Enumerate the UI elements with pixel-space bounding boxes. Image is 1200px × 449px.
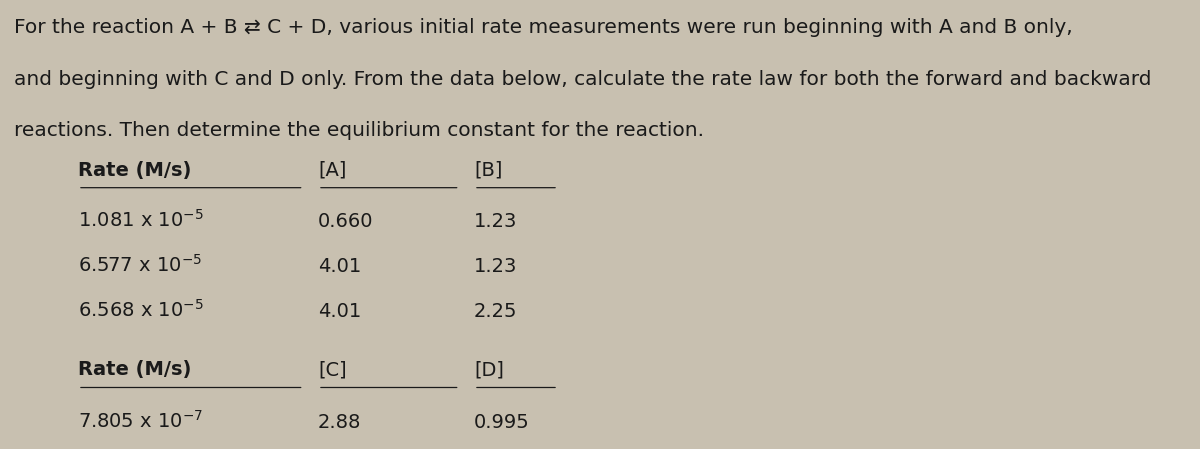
Text: and beginning with C and D only. From the data below, calculate the rate law for: and beginning with C and D only. From th… xyxy=(14,70,1152,88)
Text: 1.23: 1.23 xyxy=(474,257,517,276)
Text: 6.568 x 10$^{-5}$: 6.568 x 10$^{-5}$ xyxy=(78,299,204,321)
Text: Rate (M/s): Rate (M/s) xyxy=(78,161,191,180)
Text: 1.081 x 10$^{-5}$: 1.081 x 10$^{-5}$ xyxy=(78,209,204,231)
Text: For the reaction A + B ⇄ C + D, various initial rate measurements were run begin: For the reaction A + B ⇄ C + D, various … xyxy=(14,18,1073,37)
Text: 0.995: 0.995 xyxy=(474,413,529,432)
Text: 4.01: 4.01 xyxy=(318,302,361,321)
Text: 2.88: 2.88 xyxy=(318,413,361,432)
Text: [A]: [A] xyxy=(318,161,347,180)
Text: [C]: [C] xyxy=(318,361,347,379)
Text: [B]: [B] xyxy=(474,161,503,180)
Text: [D]: [D] xyxy=(474,361,504,379)
Text: 4.01: 4.01 xyxy=(318,257,361,276)
Text: 0.660: 0.660 xyxy=(318,212,373,231)
Text: Rate (M/s): Rate (M/s) xyxy=(78,361,191,379)
Text: 2.25: 2.25 xyxy=(474,302,517,321)
Text: 1.23: 1.23 xyxy=(474,212,517,231)
Text: 6.577 x 10$^{-5}$: 6.577 x 10$^{-5}$ xyxy=(78,254,202,276)
Text: 7.805 x 10$^{-7}$: 7.805 x 10$^{-7}$ xyxy=(78,410,203,432)
Text: reactions. Then determine the equilibrium constant for the reaction.: reactions. Then determine the equilibriu… xyxy=(14,121,704,140)
